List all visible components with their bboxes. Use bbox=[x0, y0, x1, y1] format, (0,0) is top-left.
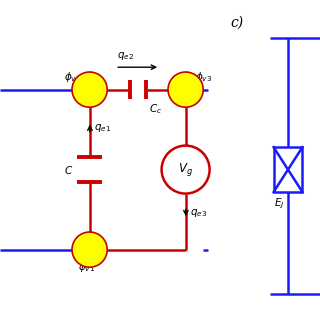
Text: $C_c$: $C_c$ bbox=[149, 102, 162, 116]
Text: c): c) bbox=[230, 16, 244, 30]
Text: $\phi_{v2}$: $\phi_{v2}$ bbox=[63, 70, 81, 84]
Text: $q_{e3}$: $q_{e3}$ bbox=[190, 207, 207, 219]
Circle shape bbox=[168, 72, 203, 107]
Bar bbox=[274, 147, 302, 192]
Text: $q_{e1}$: $q_{e1}$ bbox=[94, 122, 111, 134]
Text: $E_J$: $E_J$ bbox=[274, 197, 284, 211]
Text: $\phi_{v3}$: $\phi_{v3}$ bbox=[195, 70, 212, 84]
Text: $C$: $C$ bbox=[64, 164, 74, 176]
Circle shape bbox=[72, 72, 107, 107]
Text: $\phi_{v1}$: $\phi_{v1}$ bbox=[78, 260, 95, 274]
Text: $V_g$: $V_g$ bbox=[178, 161, 193, 178]
Circle shape bbox=[72, 232, 107, 267]
Text: $q_{e2}$: $q_{e2}$ bbox=[117, 51, 134, 62]
